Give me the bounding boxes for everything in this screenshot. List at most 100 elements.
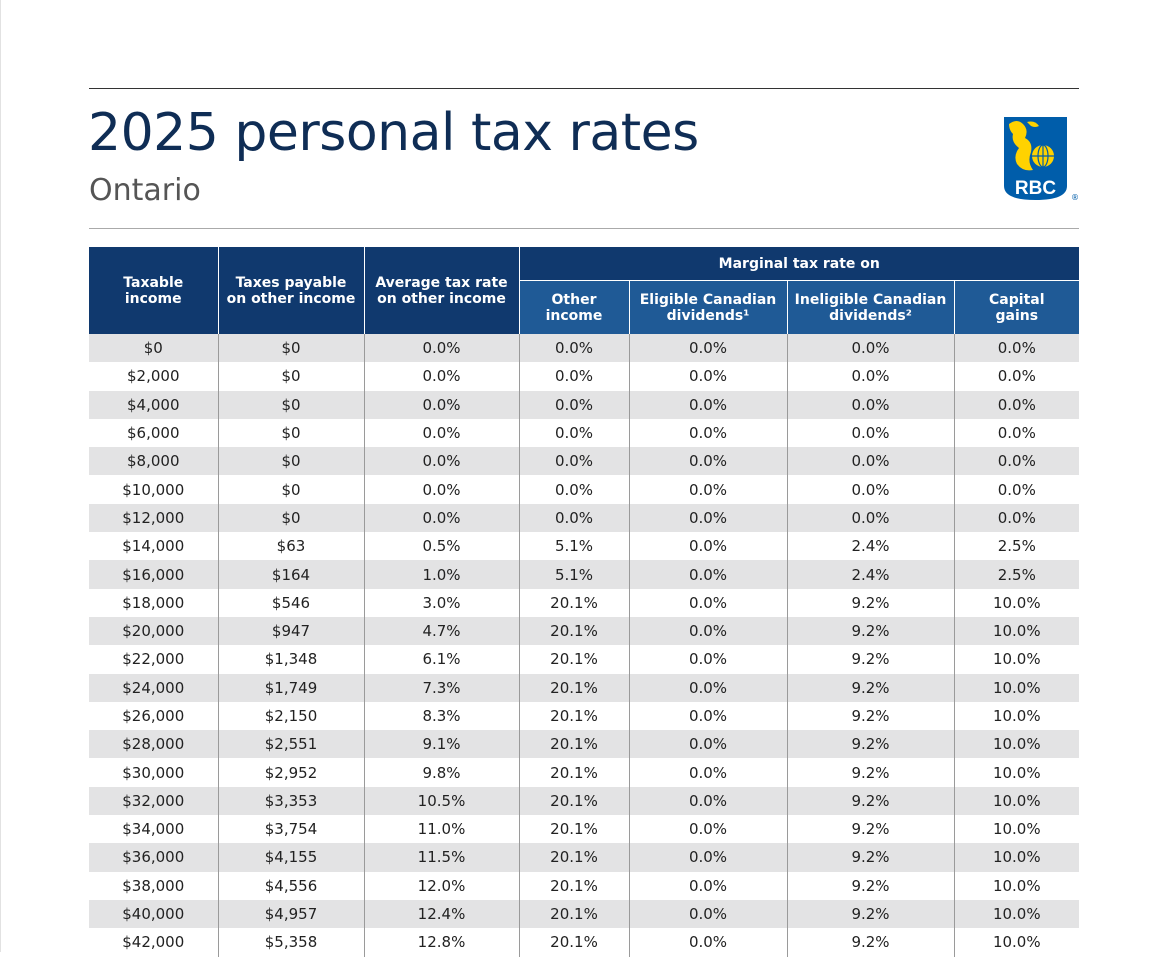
- table-row: $34,000 $3,754 11.0% 20.1% 0.0% 9.2% 10.0%: [89, 815, 1080, 844]
- tax-rates-table: Taxable income Taxes payable on other in…: [89, 247, 1080, 957]
- other-income-rate-cell: 20.1%: [519, 730, 630, 759]
- taxes-payable-cell: $0: [218, 418, 365, 448]
- ineligible-dividends-rate-cell: 0.0%: [787, 390, 955, 419]
- capital-gains-rate-cell: 0.0%: [954, 418, 1080, 448]
- table-body: $0 $0 0.0% 0.0% 0.0% 0.0% 0.0% $2,000 $0 0.0% 0.0%…: [89, 334, 1080, 957]
- eligible-dividends-rate-cell: 0.0%: [629, 418, 788, 448]
- capital-gains-rate-cell: 0.0%: [954, 475, 1080, 504]
- table-row: $18,000 $546 3.0% 20.1% 0.0% 9.2% 10.0%: [89, 588, 1080, 617]
- capital-gains-rate-cell: 10.0%: [954, 730, 1080, 759]
- eligible-dividends-rate-cell: 0.0%: [629, 390, 788, 419]
- taxable-income-cell: $30,000: [89, 758, 219, 787]
- other-income-rate-cell: 0.0%: [519, 334, 630, 363]
- eligible-dividends-rate-cell: 0.0%: [629, 871, 788, 900]
- capital-gains-rate-cell: 10.0%: [954, 899, 1080, 929]
- taxes-payable-cell: $2,551: [218, 730, 365, 759]
- other-income-rate-cell: 20.1%: [519, 588, 630, 617]
- table-row: $20,000 $947 4.7% 20.1% 0.0% 9.2% 10.0%: [89, 616, 1080, 646]
- table-row: $22,000 $1,348 6.1% 20.1% 0.0% 9.2% 10.0%: [89, 645, 1080, 674]
- taxable-income-cell: $14,000: [89, 532, 219, 561]
- table-row: $30,000 $2,952 9.8% 20.1% 0.0% 9.2% 10.0%: [89, 758, 1080, 787]
- taxable-income-cell: $16,000: [89, 560, 219, 589]
- eligible-dividends-rate-cell: 0.0%: [629, 334, 788, 363]
- average-rate-cell: 11.0%: [364, 815, 520, 844]
- page-title: 2025 personal tax rates: [88, 103, 699, 163]
- ineligible-dividends-rate-cell: 0.0%: [787, 362, 955, 391]
- other-income-rate-cell: 20.1%: [519, 786, 630, 816]
- header-capital-gains: Capital gains: [953, 280, 1080, 334]
- taxable-income-cell: $24,000: [89, 673, 219, 702]
- table-header: Taxable income Taxes payable on other in…: [89, 247, 1080, 334]
- taxable-income-cell: $8,000: [89, 447, 219, 476]
- ineligible-dividends-rate-cell: 9.2%: [787, 645, 955, 674]
- table-row: $42,000 $5,358 12.8% 20.1% 0.0% 9.2% 10.0%: [89, 928, 1080, 957]
- bottom-rule: [89, 228, 1079, 229]
- ineligible-dividends-rate-cell: 0.0%: [787, 503, 955, 533]
- taxable-income-cell: $40,000: [89, 899, 219, 929]
- page-subtitle: Ontario: [89, 173, 201, 208]
- top-rule: [89, 88, 1079, 89]
- capital-gains-rate-cell: 10.0%: [954, 673, 1080, 702]
- other-income-rate-cell: 0.0%: [519, 390, 630, 419]
- average-rate-cell: 0.0%: [364, 390, 520, 419]
- rbc-logo-text: RBC: [1015, 178, 1056, 199]
- table-row: $36,000 $4,155 11.5% 20.1% 0.0% 9.2% 10.0%: [89, 843, 1080, 872]
- taxes-payable-cell: $0: [218, 362, 365, 391]
- taxable-income-cell: $4,000: [89, 390, 219, 419]
- taxable-income-cell: $28,000: [89, 730, 219, 759]
- other-income-rate-cell: 20.1%: [519, 645, 630, 674]
- ineligible-dividends-rate-cell: 9.2%: [787, 843, 955, 872]
- table-row: $12,000 $0 0.0% 0.0% 0.0% 0.0% 0.0%: [89, 503, 1080, 533]
- rbc-registered-mark: ®: [1071, 193, 1079, 202]
- taxable-income-cell: $10,000: [89, 475, 219, 504]
- taxable-income-cell: $38,000: [89, 871, 219, 900]
- capital-gains-rate-cell: 2.5%: [954, 560, 1080, 589]
- taxable-income-cell: $34,000: [89, 815, 219, 844]
- header-taxes-payable: Taxes payable on other income: [217, 247, 365, 334]
- other-income-rate-cell: 0.0%: [519, 418, 630, 448]
- capital-gains-rate-cell: 0.0%: [954, 334, 1080, 363]
- eligible-dividends-rate-cell: 0.0%: [629, 899, 788, 929]
- eligible-dividends-rate-cell: 0.0%: [629, 560, 788, 589]
- eligible-dividends-rate-cell: 0.0%: [629, 616, 788, 646]
- eligible-dividends-rate-cell: 0.0%: [629, 786, 788, 816]
- taxable-income-cell: $18,000: [89, 588, 219, 617]
- capital-gains-rate-cell: 2.5%: [954, 532, 1080, 561]
- taxes-payable-cell: $3,754: [218, 815, 365, 844]
- rbc-globe-grid: [1032, 144, 1054, 168]
- ineligible-dividends-rate-cell: 9.2%: [787, 616, 955, 646]
- average-rate-cell: 0.0%: [364, 475, 520, 504]
- taxes-payable-cell: $1,348: [218, 645, 365, 674]
- average-rate-cell: 0.0%: [364, 503, 520, 533]
- other-income-rate-cell: 20.1%: [519, 815, 630, 844]
- table-row: $6,000 $0 0.0% 0.0% 0.0% 0.0% 0.0%: [89, 418, 1080, 448]
- ineligible-dividends-rate-cell: 0.0%: [787, 334, 955, 363]
- capital-gains-rate-cell: 10.0%: [954, 588, 1080, 617]
- average-rate-cell: 3.0%: [364, 588, 520, 617]
- eligible-dividends-rate-cell: 0.0%: [629, 843, 788, 872]
- other-income-rate-cell: 20.1%: [519, 871, 630, 900]
- taxes-payable-cell: $2,952: [218, 758, 365, 787]
- taxes-payable-cell: $947: [218, 616, 365, 646]
- taxes-payable-cell: $0: [218, 334, 365, 363]
- taxes-payable-cell: $4,957: [218, 899, 365, 929]
- average-rate-cell: 0.0%: [364, 362, 520, 391]
- capital-gains-rate-cell: 10.0%: [954, 616, 1080, 646]
- eligible-dividends-rate-cell: 0.0%: [629, 588, 788, 617]
- taxes-payable-cell: $546: [218, 588, 365, 617]
- other-income-rate-cell: 20.1%: [519, 928, 630, 957]
- other-income-rate-cell: 20.1%: [519, 758, 630, 787]
- other-income-rate-cell: 0.0%: [519, 503, 630, 533]
- other-income-rate-cell: 20.1%: [519, 673, 630, 702]
- average-rate-cell: 12.8%: [364, 928, 520, 957]
- ineligible-dividends-rate-cell: 9.2%: [787, 758, 955, 787]
- taxable-income-cell: $20,000: [89, 616, 219, 646]
- header-marginal-group: Marginal tax rate on: [518, 247, 1080, 281]
- ineligible-dividends-rate-cell: 9.2%: [787, 928, 955, 957]
- eligible-dividends-rate-cell: 0.0%: [629, 645, 788, 674]
- taxable-income-cell: $42,000: [89, 928, 219, 957]
- capital-gains-rate-cell: 10.0%: [954, 786, 1080, 816]
- capital-gains-rate-cell: 10.0%: [954, 843, 1080, 872]
- taxes-payable-cell: $4,155: [218, 843, 365, 872]
- taxes-payable-cell: $2,150: [218, 701, 365, 731]
